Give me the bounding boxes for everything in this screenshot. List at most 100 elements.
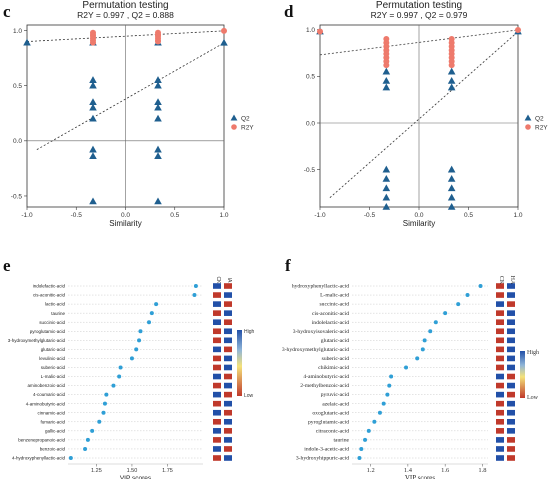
q2-point (154, 114, 162, 122)
heatmap-cell (213, 328, 221, 335)
q2-point (382, 67, 391, 75)
x-tick-label: 1.0 (219, 212, 228, 219)
heatmap-cell (224, 319, 232, 326)
legend-r2y-label: R2Y (241, 124, 254, 131)
vip-point (443, 311, 448, 316)
heatmap-cell (213, 373, 221, 380)
q2-point (154, 103, 162, 111)
y-tick-label: 0.0 (13, 138, 22, 145)
chart-title: Permutation testing (82, 0, 168, 11)
metabolite-label: azelaic-acid (322, 401, 349, 407)
heatmap-cell (496, 328, 504, 335)
heatmap-cell (507, 418, 515, 425)
metabolite-label: pyruvic-acid (321, 392, 349, 398)
x-tick-label: -0.5 (71, 212, 83, 219)
x-tick-label: 1.8 (478, 467, 486, 474)
q2-point (89, 81, 97, 89)
heatmap-cell (496, 292, 504, 298)
heatmap-cell (224, 428, 232, 434)
heatmap-cell (224, 400, 232, 407)
heatmap-cell (213, 292, 221, 298)
x-tick-label: 0.0 (414, 212, 423, 219)
metabolite-label: hydroxyphenyllactic-acid (292, 284, 349, 290)
metabolite-label: gallic-acid (45, 428, 66, 433)
metabolite-label: indolelactic-acid (312, 320, 349, 326)
heatmap-cell (213, 418, 221, 425)
y-tick-label: 0.5 (13, 83, 22, 90)
heatmap-cell (507, 310, 515, 316)
heatmap-cell (496, 355, 504, 362)
heatmap-cell (496, 301, 504, 307)
vip-point (85, 437, 90, 442)
heatmap-cell (507, 337, 515, 344)
vip-point (366, 428, 371, 433)
group-header: IA (226, 278, 232, 283)
vip-point (433, 320, 438, 325)
heatmap-cell (507, 346, 515, 353)
heatmap-cell (507, 382, 515, 389)
x-tick-label: 1.0 (513, 212, 522, 219)
heatmap-cell (496, 428, 504, 434)
q2-point (154, 145, 162, 153)
r2y-regression-line (26, 30, 225, 42)
q2-point (89, 152, 97, 160)
vip-point (129, 356, 134, 361)
heatmap-cell (507, 319, 515, 326)
r2y-point (221, 27, 227, 34)
y-tick-label: 0.0 (306, 120, 315, 127)
q2-regression-line (329, 31, 519, 198)
heatmap-cell (213, 455, 221, 461)
heatmap-cell (224, 310, 232, 316)
vip-point (111, 383, 116, 388)
metabolite-label: 3-hydroxymethylglutaric-acid (8, 338, 66, 343)
vip-point (83, 446, 88, 451)
heatmap-cell (496, 409, 504, 416)
heatmap-cell (224, 418, 232, 425)
heatmap-cell (507, 428, 515, 434)
metabolite-label: taurine (51, 311, 65, 316)
heatmap-cell (507, 455, 515, 461)
heatmap-cell (496, 337, 504, 344)
heatmap-cell (213, 428, 221, 434)
heatmap-cell (224, 409, 232, 416)
q2-point (154, 81, 162, 89)
heatmap-cell (224, 355, 232, 362)
q2-point (382, 165, 391, 173)
q2-point (447, 193, 456, 201)
metabolite-label: glutaric-acid (321, 338, 349, 344)
vip-point (363, 437, 368, 442)
heatmap-cell (507, 328, 515, 335)
y-tick-label: -0.5 (304, 167, 316, 174)
heatmap-cell (213, 446, 221, 452)
heatmap-cell (224, 373, 232, 380)
vip-point (104, 392, 109, 397)
color-scale-bar (237, 330, 242, 396)
heatmap-cell (496, 446, 504, 452)
chart-title: Permutation testing (376, 0, 462, 11)
metabolite-label: taurine (333, 437, 349, 443)
heatmap-cell (213, 400, 221, 407)
q2-point (89, 145, 97, 153)
q2-point (220, 38, 228, 46)
heatmap-cell (507, 283, 515, 289)
vip-point (377, 410, 382, 415)
heatmap-cell (507, 292, 515, 298)
vip-point (68, 456, 73, 460)
q2-point (382, 77, 391, 84)
vip-point (387, 383, 392, 388)
metabolite-label: 3-hydroxymethylglutaric-acid (282, 347, 349, 353)
heatmap-cell (224, 283, 232, 289)
heatmap-cell (213, 319, 221, 326)
vip-point (137, 338, 142, 343)
panel-letter: c (3, 2, 11, 21)
vip-point (415, 356, 420, 361)
vip-point (420, 347, 425, 352)
vip-point (428, 329, 433, 334)
vip-point (192, 293, 197, 298)
r2y-point (448, 62, 455, 69)
metabolite-label: oxoglutaric-acid (312, 410, 349, 416)
heatmap-cell (507, 400, 515, 407)
vip-point (134, 347, 139, 352)
